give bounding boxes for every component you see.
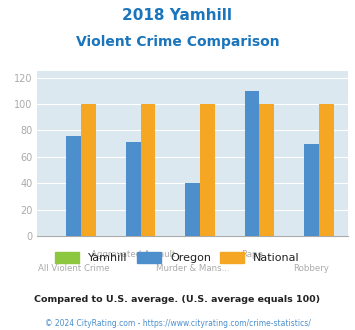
Text: Compared to U.S. average. (U.S. average equals 100): Compared to U.S. average. (U.S. average … (34, 295, 321, 304)
Text: Aggravated Assault: Aggravated Assault (91, 250, 175, 259)
Legend: Yamhill, Oregon, National: Yamhill, Oregon, National (52, 249, 303, 267)
Text: Murder & Mans...: Murder & Mans... (156, 264, 229, 273)
Bar (304, 144, 319, 236)
Bar (185, 183, 200, 236)
Text: © 2024 CityRating.com - https://www.cityrating.com/crime-statistics/: © 2024 CityRating.com - https://www.city… (45, 319, 310, 328)
Text: All Violent Crime: All Violent Crime (38, 264, 109, 273)
Bar (126, 142, 141, 236)
Bar (245, 91, 260, 236)
Text: Robbery: Robbery (294, 264, 329, 273)
Bar (200, 104, 215, 236)
Bar (141, 104, 155, 236)
Text: 2018 Yamhill: 2018 Yamhill (122, 8, 233, 23)
Bar (81, 104, 96, 236)
Text: Violent Crime Comparison: Violent Crime Comparison (76, 35, 279, 49)
Bar (319, 104, 334, 236)
Text: Rape: Rape (241, 250, 263, 259)
Bar (66, 136, 81, 236)
Bar (260, 104, 274, 236)
